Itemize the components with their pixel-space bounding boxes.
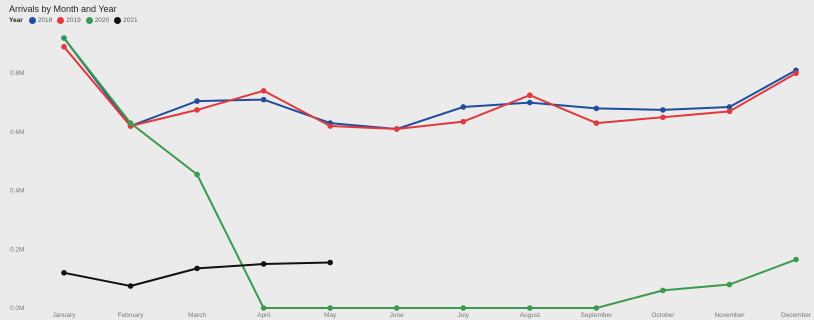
data-point-2018[interactable]: [460, 104, 467, 110]
data-point-2019[interactable]: [260, 88, 267, 94]
data-point-2019[interactable]: [61, 44, 67, 50]
legend-label: 2019: [66, 17, 81, 24]
data-point-2018[interactable]: [527, 99, 533, 106]
data-point-2020[interactable]: [660, 287, 666, 294]
x-tick-label: September: [580, 312, 613, 319]
data-point-2018[interactable]: [260, 96, 267, 103]
data-point-2019[interactable]: [793, 70, 799, 77]
x-tick-label: May: [324, 312, 337, 319]
data-point-2021[interactable]: [327, 259, 333, 266]
data-point-2018[interactable]: [194, 98, 200, 104]
x-tick-label: April: [257, 312, 271, 319]
data-point-2019[interactable]: [393, 126, 400, 132]
y-axis: 0.0M 0.2M 0.4M 0.6M 0.8M: [10, 70, 24, 312]
data-point-2020[interactable]: [61, 35, 67, 41]
series-2021: [61, 259, 333, 289]
x-tick-label: August: [520, 312, 540, 319]
data-point-2018[interactable]: [726, 104, 733, 110]
x-axis: January February March April May June July Augu…: [52, 312, 811, 319]
x-tick-label: January: [52, 312, 76, 319]
data-point-2021[interactable]: [61, 269, 67, 276]
x-tick-label: June: [390, 312, 404, 319]
legend-label: 2020: [94, 17, 110, 24]
data-point-2021[interactable]: [260, 261, 267, 267]
x-tick-label: July: [457, 312, 469, 319]
legend-dot-icon: [28, 17, 36, 24]
data-point-2020[interactable]: [393, 305, 400, 311]
data-point-2020[interactable]: [527, 305, 533, 311]
legend-dot-icon: [57, 17, 65, 24]
legend-dot-icon: [85, 17, 93, 24]
chart-title: Arrivals by Month and Year: [9, 4, 117, 14]
data-point-2020[interactable]: [327, 305, 333, 311]
y-tick-label: 0.8M: [10, 70, 24, 77]
series-line-2018: [63, 37, 797, 130]
legend: Year 2018 2019 2020 2021: [9, 17, 143, 24]
data-point-2018[interactable]: [593, 105, 600, 112]
x-tick-label: October: [651, 312, 675, 319]
legend-label: 2021: [123, 17, 138, 24]
data-point-2019[interactable]: [460, 118, 467, 125]
data-point-2021[interactable]: [194, 265, 200, 272]
legend-item-2018[interactable]: 2018: [28, 17, 53, 24]
data-point-2019[interactable]: [660, 114, 666, 121]
series-line-2019: [63, 46, 797, 130]
legend-item-2019[interactable]: 2019: [57, 17, 81, 24]
y-tick-label: 0.0M: [10, 305, 24, 312]
data-point-2019[interactable]: [593, 120, 600, 126]
x-tick-label: March: [188, 312, 206, 319]
series-2020: [61, 35, 799, 311]
data-point-2019[interactable]: [194, 107, 200, 113]
legend-item-2020[interactable]: 2020: [85, 17, 110, 24]
data-point-2020[interactable]: [460, 305, 467, 311]
data-point-2019[interactable]: [327, 123, 333, 129]
data-point-2020[interactable]: [793, 256, 799, 263]
legend-dot-icon: [114, 17, 122, 24]
legend-label: 2018: [37, 17, 53, 24]
legend-title: Year: [9, 17, 23, 24]
data-point-2020[interactable]: [593, 305, 600, 311]
x-tick-label: December: [781, 312, 812, 319]
data-point-2020[interactable]: [726, 281, 733, 288]
data-point-2020[interactable]: [194, 171, 200, 178]
data-point-2021[interactable]: [127, 283, 134, 289]
series-line-2020: [63, 37, 797, 309]
data-point-2019[interactable]: [527, 92, 533, 99]
series-layer: [61, 35, 799, 311]
data-point-2020[interactable]: [260, 305, 267, 311]
data-point-2020[interactable]: [127, 120, 134, 126]
legend-item-2021[interactable]: 2021: [114, 17, 138, 24]
series-2018: [61, 35, 799, 132]
y-tick-label: 0.2M: [10, 246, 24, 253]
x-tick-label: February: [118, 312, 145, 319]
x-tick-label: November: [714, 312, 745, 319]
data-point-2019[interactable]: [726, 108, 733, 115]
y-tick-label: 0.4M: [10, 188, 24, 195]
y-tick-label: 0.6M: [10, 129, 24, 136]
data-point-2018[interactable]: [660, 107, 666, 113]
